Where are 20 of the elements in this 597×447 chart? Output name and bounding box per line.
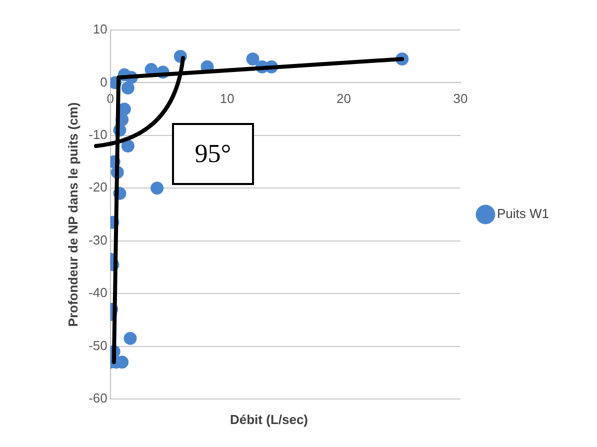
y-tick-label: 0 <box>100 74 108 90</box>
y-tick-label: -40 <box>88 285 108 300</box>
y-tick-label: -60 <box>88 390 108 406</box>
y-tick-label: -30 <box>88 232 108 248</box>
y-tick-label: -50 <box>88 338 108 353</box>
x-tick-label: 10 <box>220 91 234 106</box>
point <box>246 52 260 66</box>
point <box>121 139 134 152</box>
point <box>150 182 164 195</box>
x-axis-title: Débit (L/sec) <box>230 412 308 427</box>
point <box>124 332 137 345</box>
point <box>121 81 134 94</box>
annotation: 95° <box>172 123 254 185</box>
x-tick-label: 30 <box>453 91 468 106</box>
y-axis-title: Profondeur de NP dans le puits (cm) <box>65 102 80 327</box>
y-tick-label: 10 <box>92 22 108 37</box>
y-tick-label: -10 <box>88 127 108 142</box>
x-tick-label: 20 <box>336 91 352 106</box>
y-tick-label: -20 <box>88 180 108 195</box>
legend-label: Puits W1 <box>496 206 550 222</box>
